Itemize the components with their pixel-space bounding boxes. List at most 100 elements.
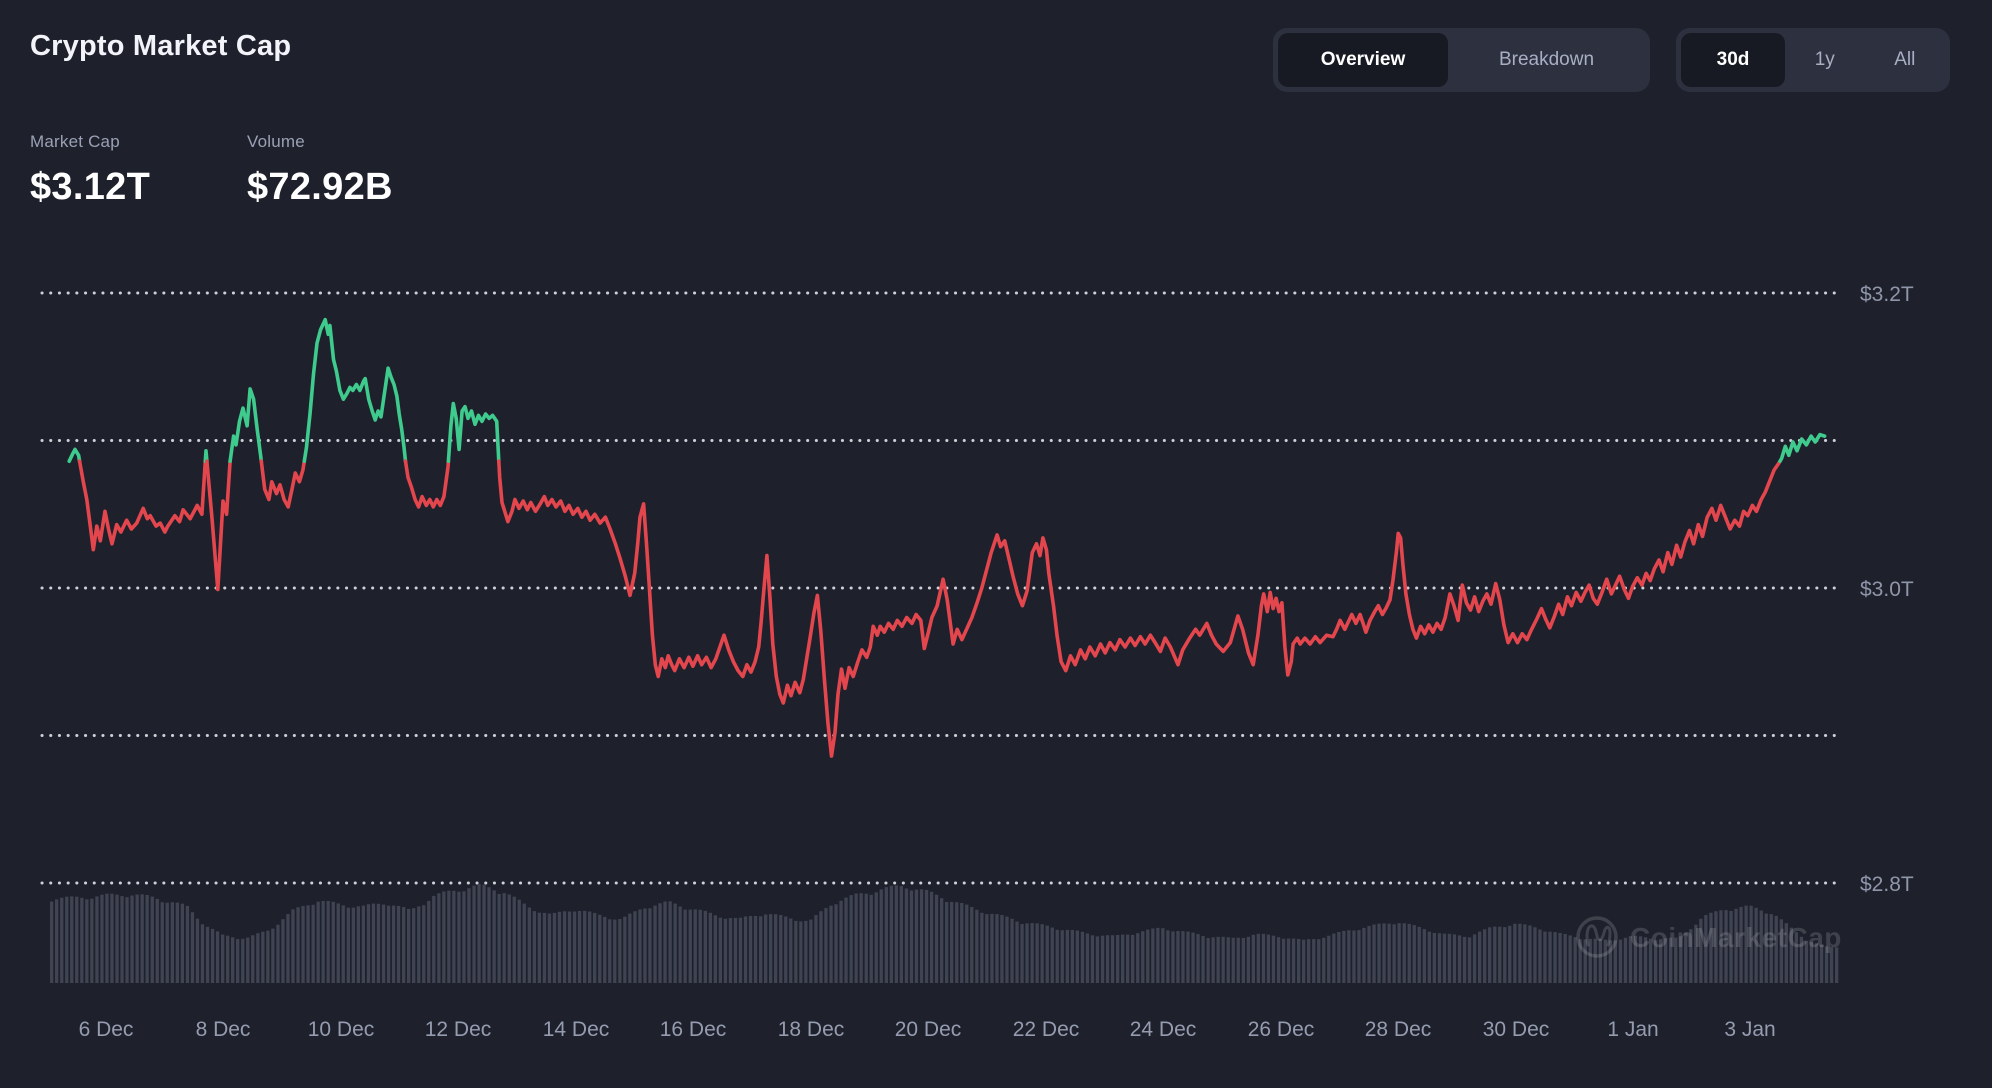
volume-bar: [1437, 933, 1442, 983]
volume-bar: [487, 887, 491, 983]
volume-bar: [708, 912, 712, 983]
x-tick-18-dec: 18 Dec: [778, 1018, 845, 1041]
volume-bar: [1412, 925, 1416, 983]
volume-bar: [1151, 928, 1155, 983]
x-tick-10-dec: 10 Dec: [308, 1018, 375, 1041]
volume-bar: [1181, 931, 1185, 983]
volume-bar: [1659, 939, 1663, 983]
volume-bar: [105, 893, 109, 983]
volume-bar: [1201, 936, 1205, 983]
volume-bar: [1166, 930, 1170, 983]
volume-bar: [1246, 936, 1250, 983]
volume-bar: [371, 903, 376, 983]
volume-bar: [934, 894, 939, 983]
volume-bar: [809, 919, 813, 983]
range-30d[interactable]: 30d: [1681, 33, 1785, 87]
volume-bar: [321, 901, 325, 983]
volume-bar: [975, 909, 979, 983]
volume-bar: [834, 904, 838, 983]
volume-bar: [1322, 937, 1326, 983]
volume-bar: [241, 938, 245, 983]
volume-bar: [547, 913, 552, 983]
volume-bar: [1819, 944, 1824, 983]
volume-bar: [889, 885, 893, 983]
volume-bar: [1699, 918, 1703, 983]
volume-bar: [1206, 938, 1210, 983]
volume-bar: [1493, 926, 1497, 983]
volume-bar: [789, 918, 793, 983]
volume-bar: [497, 894, 501, 983]
volume-bar: [507, 894, 511, 983]
volume-bar: [130, 895, 134, 983]
volume-bar: [593, 912, 597, 983]
volume-bar: [1236, 937, 1240, 983]
volume-bar: [1472, 934, 1477, 983]
range-all[interactable]: All: [1864, 33, 1945, 87]
volume-bar: [1789, 927, 1793, 983]
volume-bar: [759, 916, 763, 983]
volume-bar: [1362, 927, 1366, 983]
volume-bar: [678, 906, 682, 983]
volume-bar: [271, 928, 275, 983]
volume-bar: [1804, 940, 1809, 983]
volume-bar: [195, 918, 200, 983]
volume-bar: [1221, 936, 1225, 983]
volume-bar: [1231, 937, 1235, 983]
volume-bar: [1759, 910, 1763, 983]
volume-bar: [673, 903, 677, 983]
volume-bar: [1548, 931, 1552, 983]
volume-bar: [854, 893, 858, 983]
volume-bar: [1352, 930, 1356, 983]
volume-bar: [1332, 933, 1336, 983]
volume-bar: [1065, 929, 1069, 983]
volume-bar: [185, 905, 190, 983]
view-toggle-group: Overview Breakdown: [1273, 28, 1650, 92]
volume-bar: [1317, 939, 1321, 983]
volume-bar: [1080, 931, 1085, 983]
volume-bar: [246, 937, 250, 983]
volume-bar: [1679, 936, 1683, 983]
volume-bar: [1513, 923, 1517, 983]
volume-bar: [824, 908, 828, 983]
volume-bar: [1126, 934, 1130, 983]
volume-bar: [422, 905, 426, 983]
volume-bar: [326, 901, 330, 983]
volume-bar: [210, 928, 215, 983]
volume-bar: [1261, 933, 1266, 983]
volume-bar: [1342, 930, 1346, 983]
volume-bar: [1694, 924, 1698, 983]
volume-bar: [567, 911, 572, 983]
x-axis-labels: 6 Dec 8 Dec 10 Dec 12 Dec 14 Dec 16 Dec 18 Dec…: [79, 1018, 1776, 1041]
volume-bar: [417, 906, 421, 983]
volume-bar: [306, 905, 310, 983]
volume-bar: [1664, 938, 1668, 983]
volume-bar: [331, 901, 335, 983]
volume-bar: [1689, 929, 1693, 983]
volume-bar: [1563, 934, 1567, 983]
tab-breakdown[interactable]: Breakdown: [1448, 33, 1645, 87]
y-gridlines: $3.2T $3.0T $2.8T: [40, 283, 1914, 896]
volume-bar: [140, 894, 144, 983]
volume-bar: [1251, 934, 1255, 983]
x-tick-14-dec: 14 Dec: [543, 1018, 610, 1041]
volume-bar: [1070, 930, 1074, 983]
volume-bar: [779, 915, 783, 983]
volume-bar: [75, 896, 79, 983]
line-segment-up: [67, 447, 82, 464]
volume-bar: [1131, 934, 1135, 983]
volume-bar: [1538, 929, 1542, 983]
volume-bar: [557, 911, 562, 983]
y-axis-label-2.8: $2.8T: [1860, 873, 1914, 896]
volume-bar: [125, 897, 129, 983]
volume-bar: [1553, 932, 1557, 983]
tab-overview[interactable]: Overview: [1278, 33, 1448, 87]
volume-bar: [291, 909, 295, 983]
volume-bar: [85, 899, 89, 983]
volume-bars: [50, 883, 1839, 983]
volume-bar: [904, 888, 909, 983]
volume-bar: [527, 907, 531, 983]
volume-bar: [753, 916, 758, 983]
volume-bar: [1000, 915, 1004, 983]
range-1y[interactable]: 1y: [1785, 33, 1864, 87]
